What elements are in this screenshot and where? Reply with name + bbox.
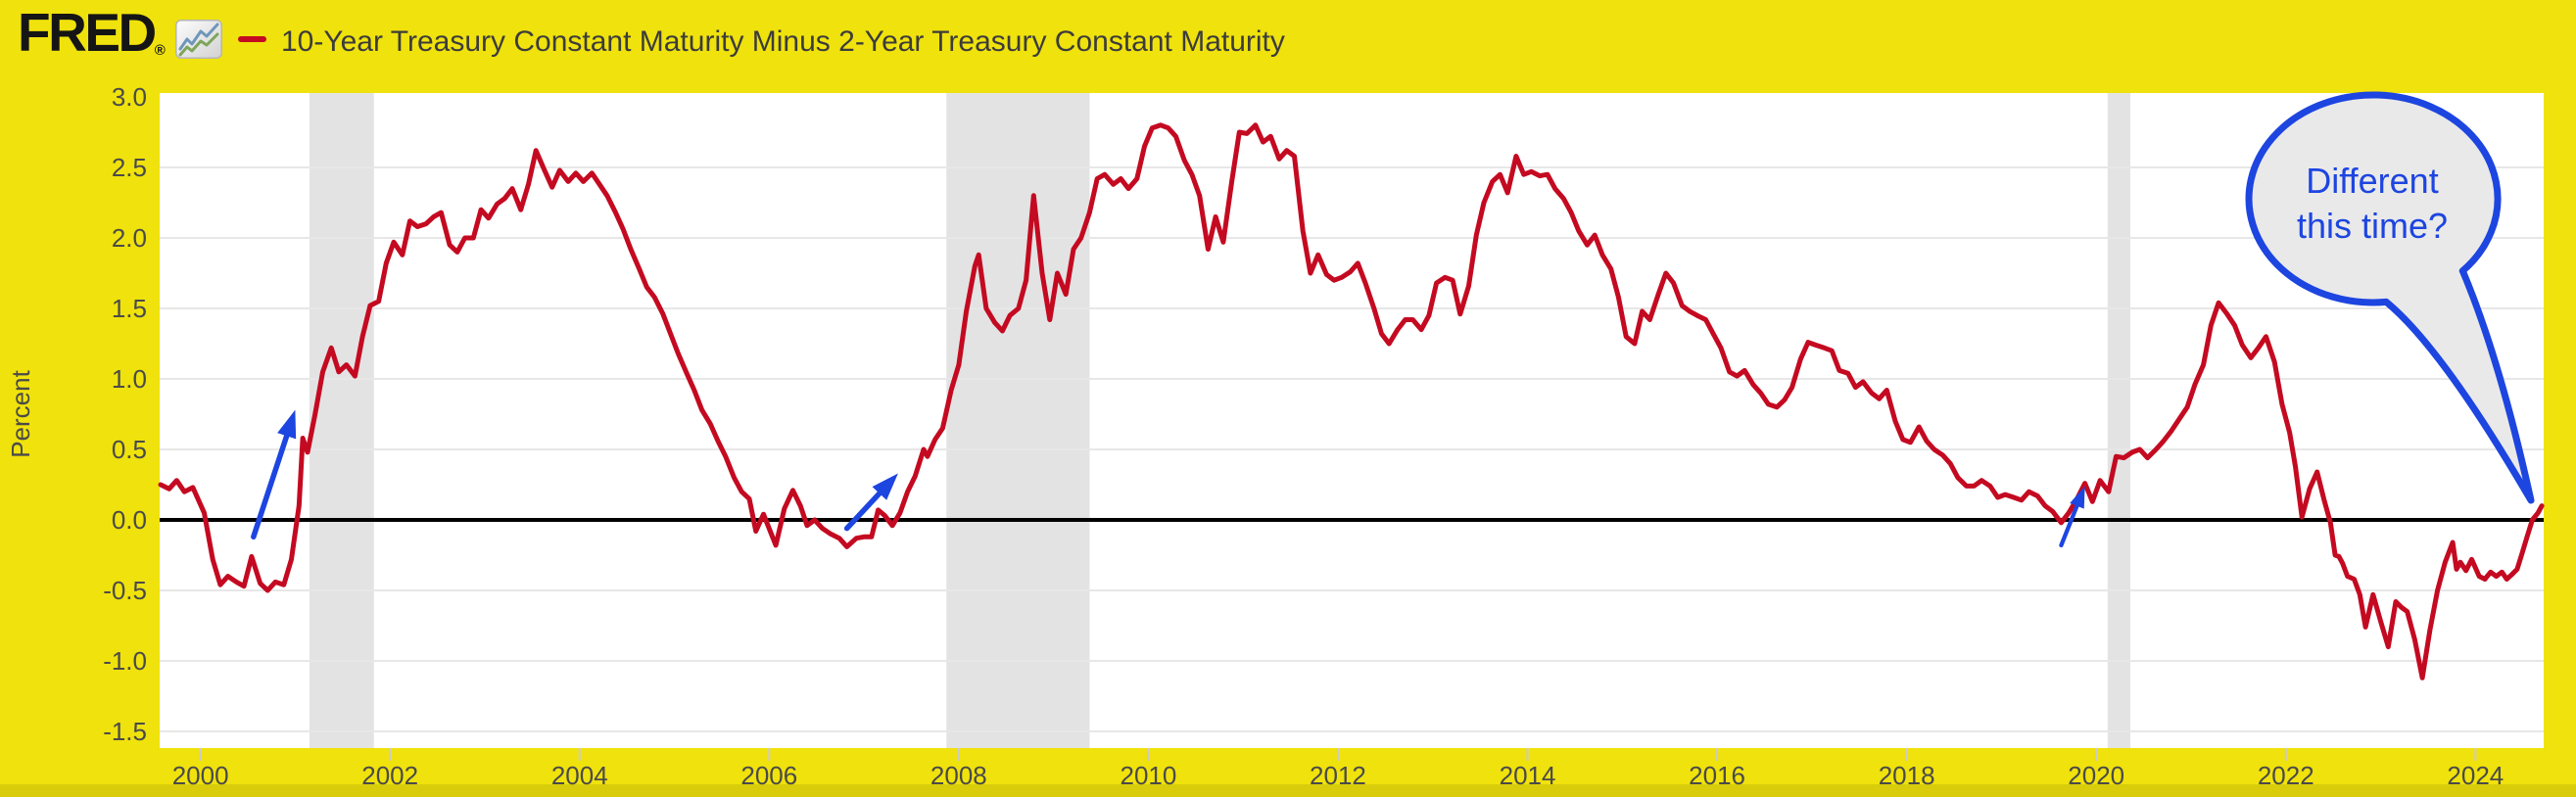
y-tick-label-2: 2.0: [112, 223, 147, 253]
annotation-arrow-head-2: [2070, 486, 2085, 509]
fred-logo-chart-icon: [175, 20, 222, 59]
annotation-arrow-shaft-0: [251, 429, 291, 540]
chart-title: 10-Year Treasury Constant Maturity Minus…: [281, 25, 1285, 58]
x-tick-label-2000: 2000: [172, 761, 229, 790]
x-tick-label-2020: 2020: [2068, 761, 2124, 790]
icon-green-sparkline: [178, 32, 219, 57]
x-tick-label-2010: 2010: [1120, 761, 1176, 790]
legend-line-swatch: [238, 36, 266, 42]
y-tick-label-0: 0.0: [112, 505, 147, 535]
x-tick-label-2014: 2014: [1500, 761, 1556, 790]
x-tick-label-2012: 2012: [1310, 761, 1366, 790]
y-axis-title: Percent: [6, 369, 35, 457]
y-tick-label--1.5: -1.5: [103, 717, 147, 746]
speech-bubble-body: [2249, 95, 2498, 303]
y-tick-label--1: -1.0: [103, 646, 147, 676]
bottom-edge-strip: [0, 784, 2576, 797]
annotation-layer: Different this time?: [251, 91, 2535, 548]
fred-logo-text: FRED: [18, 2, 157, 63]
x-tick-label-2016: 2016: [1689, 761, 1745, 790]
plot-area: [160, 93, 2544, 748]
y-tick-label-1: 1.0: [112, 364, 147, 394]
y-tick-label-1.5: 1.5: [112, 294, 147, 323]
y-tick-label-3: 3.0: [112, 82, 147, 112]
speech-bubble-tail-outline: [2382, 267, 2535, 504]
series-layer: [158, 122, 2545, 680]
recession-band-1: [946, 93, 1090, 748]
recession-band-0: [309, 93, 374, 748]
y-tick-label-2.5: 2.5: [112, 153, 147, 182]
fred-logo: FRED®: [18, 6, 166, 60]
y-tick-label-0.5: 0.5: [112, 435, 147, 464]
speech-bubble-text-line1: Different: [2306, 161, 2438, 201]
x-tick-label-2008: 2008: [930, 761, 987, 790]
annotation-arrow-head-1: [872, 473, 898, 500]
annotation-arrow-shaft-1: [843, 488, 885, 532]
x-tick-label-2004: 2004: [551, 761, 608, 790]
y-tick-label--0.5: -0.5: [103, 576, 147, 605]
x-tick-label-2006: 2006: [740, 761, 797, 790]
series-line-t10y2y: [158, 122, 2545, 680]
annotation-arrow-shaft-2: [2059, 499, 2081, 548]
x-tick-label-2022: 2022: [2258, 761, 2314, 790]
registered-trademark-symbol: ®: [154, 42, 166, 59]
speech-bubble-border: [2245, 91, 2502, 306]
speech-bubble-text-line2: this time?: [2297, 206, 2448, 246]
annotation-arrow-head-0: [277, 409, 297, 440]
axis-layer: 3.0 2.5 2.0 1.5 1.0 0.5 0.0 -0.5 -1.0 -1.5 Percent…: [6, 82, 2504, 790]
gridline-layer: [160, 166, 2544, 732]
x-tick-label-2002: 2002: [361, 761, 418, 790]
x-tick-label-2024: 2024: [2447, 761, 2504, 790]
recession-band-2: [2107, 93, 2131, 748]
x-tick-label-2018: 2018: [1879, 761, 1935, 790]
icon-blue-sparkline: [178, 23, 219, 51]
